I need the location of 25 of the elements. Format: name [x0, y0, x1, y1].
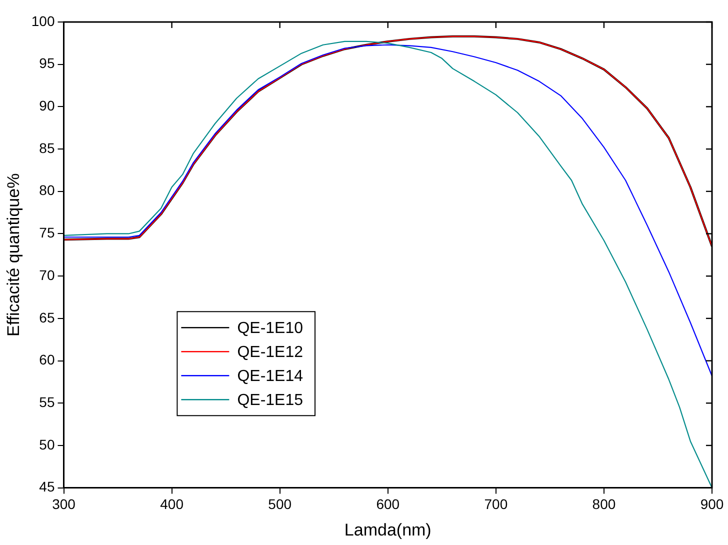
y-tick-label: 85: [39, 140, 55, 156]
y-tick-label: 55: [39, 394, 55, 410]
y-tick-label: 95: [39, 55, 55, 72]
legend-label: QE-1E15: [237, 392, 304, 410]
y-tick-label: 60: [39, 352, 55, 368]
legend-label: QE-1E14: [237, 368, 304, 386]
x-tick-label: 900: [700, 496, 724, 512]
x-tick-label: 800: [592, 496, 616, 512]
x-tick-label: 600: [376, 496, 400, 512]
y-tick-label: 75: [39, 224, 55, 241]
x-tick-label: 500: [268, 496, 292, 512]
y-tick-label: 70: [39, 266, 55, 283]
y-tick-label: 65: [39, 309, 55, 326]
x-tick-label: 300: [52, 496, 76, 512]
y-axis-title: Efficacité quantique%: [4, 173, 23, 336]
legend-label: QE-1E10: [237, 320, 304, 338]
y-tick-label: 90: [39, 98, 55, 114]
y-tick-label: 100: [31, 12, 55, 29]
x-tick-label: 400: [160, 496, 184, 512]
y-tick-label: 45: [39, 478, 55, 495]
y-tick-label: 50: [39, 436, 55, 452]
x-tick-label: 700: [484, 496, 508, 512]
x-axis-title: Lamda(nm): [344, 520, 432, 540]
y-tick-label: 80: [39, 182, 55, 198]
legend-label: QE-1E12: [237, 344, 304, 362]
